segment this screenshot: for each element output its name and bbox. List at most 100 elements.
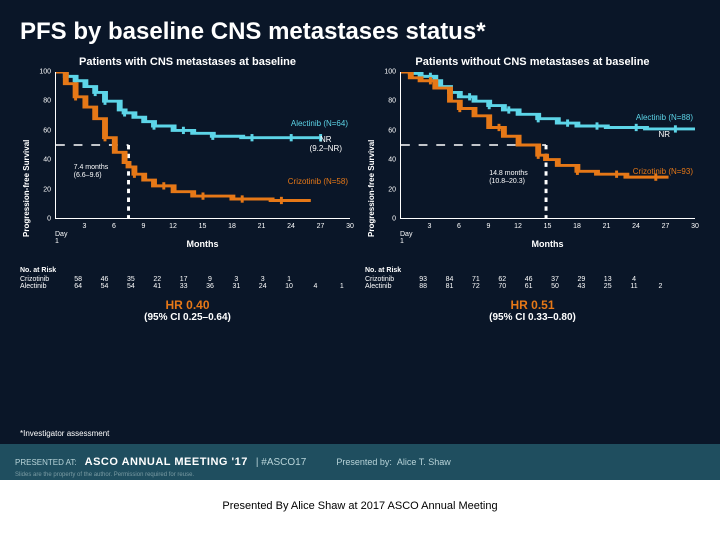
risk-table-right: No. at Risk Crizotinib93847162463729134A… — [365, 267, 700, 290]
risk-val: 36 — [197, 283, 223, 290]
ci-right: (95% CI 0.33–0.80) — [365, 312, 700, 323]
x-tick: 24 — [287, 223, 295, 230]
hr-block-right: HR 0.51 (95% CI 0.33–0.80) — [365, 298, 700, 323]
risk-row: Alectinib64545441333631241041 — [20, 283, 355, 290]
x-tick: 6 — [112, 223, 116, 230]
risk-val: 17 — [170, 276, 196, 283]
y-axis-label-left: Progression-free Survival — [20, 72, 33, 237]
footer-hashtag: | #ASCO17 — [256, 457, 306, 468]
day-label-right: Day 1 — [400, 231, 412, 245]
risk-val: 54 — [118, 283, 144, 290]
risk-label: Alectinib — [20, 283, 65, 290]
y-tick: 40 — [43, 157, 51, 164]
y-axis-label-right: Progression-free Survival — [365, 72, 378, 237]
y-tick: 20 — [388, 186, 396, 193]
chart-right-wrap: Progression-free Survival 0 20 40 60 80 100 A… — [365, 72, 700, 237]
x-tick: 18 — [573, 223, 581, 230]
nr-label-left: NR (9.2–NR) — [310, 135, 342, 153]
series-right — [401, 72, 695, 218]
x-ticks-left: 36912151821242730 — [55, 221, 350, 237]
risk-val: 71 — [463, 276, 489, 283]
nr-label-right: NR — [658, 130, 670, 139]
risk-val — [302, 276, 328, 283]
risk-val: 61 — [515, 283, 541, 290]
panel-left-title: Patients with CNS metastases at baseline — [20, 56, 355, 68]
risk-val: 1 — [329, 283, 355, 290]
x-tick: 15 — [199, 223, 207, 230]
footer-presented-at: PRESENTED AT: — [15, 458, 77, 467]
footer-brand: ASCO ANNUAL MEETING '17 — [85, 456, 248, 468]
risk-values: 8881727061504325112 — [410, 283, 700, 290]
x-axis-label-right: Months — [395, 239, 700, 249]
risk-val: 35 — [118, 276, 144, 283]
x-tick: 27 — [662, 223, 670, 230]
risk-val: 41 — [144, 283, 170, 290]
risk-val: 62 — [489, 276, 515, 283]
y-tick: 0 — [392, 216, 396, 223]
risk-val: 43 — [568, 283, 594, 290]
x-tick: 3 — [83, 223, 87, 230]
risk-values: 58463522179331 — [65, 276, 355, 283]
risk-val: 3 — [223, 276, 249, 283]
chart-left: 020406080100 Alectinib (N=64) NR (9.2–NR… — [33, 72, 355, 237]
risk-val: 24 — [250, 283, 276, 290]
risk-val: 22 — [144, 276, 170, 283]
x-tick: 18 — [228, 223, 236, 230]
risk-val: 54 — [91, 283, 117, 290]
risk-header-left: No. at Risk — [20, 267, 355, 274]
risk-val: 46 — [515, 276, 541, 283]
x-axis-label-left: Months — [50, 239, 355, 249]
y-tick: 0 — [47, 216, 51, 223]
bottom-caption: Presented By Alice Shaw at 2017 ASCO Ann… — [0, 480, 720, 512]
y-tick: 80 — [43, 98, 51, 105]
x-tick: 24 — [632, 223, 640, 230]
risk-row: Crizotinib93847162463729134 — [365, 276, 700, 283]
hr-block-left: HR 0.40 (95% CI 0.25–0.64) — [20, 298, 355, 323]
y-tick: 100 — [384, 69, 396, 76]
risk-val: 10 — [276, 283, 302, 290]
series-left — [56, 72, 350, 218]
y-tick: 80 — [388, 98, 396, 105]
risk-rows-right: Crizotinib93847162463729134Alectinib8881… — [365, 276, 700, 290]
x-tick: 12 — [169, 223, 177, 230]
x-tick: 21 — [258, 223, 266, 230]
risk-row: Alectinib8881727061504325112 — [365, 283, 700, 290]
y-tick: 60 — [388, 127, 396, 134]
risk-val: 2 — [647, 283, 673, 290]
chart-left-wrap: Progression-free Survival 020406080100 A… — [20, 72, 355, 237]
risk-val: 33 — [170, 283, 196, 290]
risk-label: Crizotinib — [20, 276, 65, 283]
y-tick: 40 — [388, 157, 396, 164]
risk-val: 84 — [436, 276, 462, 283]
x-tick: 12 — [514, 223, 522, 230]
x-ticks-right: 36912151821242730 — [400, 221, 695, 237]
alectinib-label-right: Alectinib (N=88) — [636, 113, 693, 122]
day-label-left: Day 1 — [55, 231, 67, 245]
plot-area-left: Alectinib (N=64) NR (9.2–NR) Crizotinib … — [55, 72, 350, 219]
risk-val: 93 — [410, 276, 436, 283]
footer-sub: Slides are the property of the author. P… — [15, 472, 194, 478]
x-tick: 9 — [142, 223, 146, 230]
footer-presenter-label: Presented by: — [336, 457, 392, 467]
risk-val: 37 — [542, 276, 568, 283]
risk-val: 31 — [223, 283, 249, 290]
x-tick: 21 — [603, 223, 611, 230]
km-svg-left — [56, 72, 350, 218]
x-tick: 9 — [487, 223, 491, 230]
footer-presenter: Alice T. Shaw — [397, 457, 451, 467]
slide: PFS by baseline CNS metastases status* P… — [0, 0, 720, 480]
y-ticks-left: 020406080100 — [33, 72, 53, 219]
median-left: 7.4 months (6.6–9.6) — [74, 164, 109, 181]
panel-right: Patients without CNS metastases at basel… — [365, 56, 700, 323]
alectinib-label-left: Alectinib (N=64) — [291, 119, 348, 128]
x-tick: 30 — [691, 223, 699, 230]
risk-val: 13 — [595, 276, 621, 283]
chart-right: 020406080100 Alectinib (N=88) NR Crizoti… — [378, 72, 700, 237]
panel-left: Patients with CNS metastases at baseline… — [20, 56, 355, 323]
risk-label: Alectinib — [365, 283, 410, 290]
risk-val: 58 — [65, 276, 91, 283]
risk-val — [674, 283, 700, 290]
footer-bar: PRESENTED AT: ASCO ANNUAL MEETING '17 | … — [0, 444, 720, 480]
x-tick: 6 — [457, 223, 461, 230]
y-tick: 60 — [43, 127, 51, 134]
